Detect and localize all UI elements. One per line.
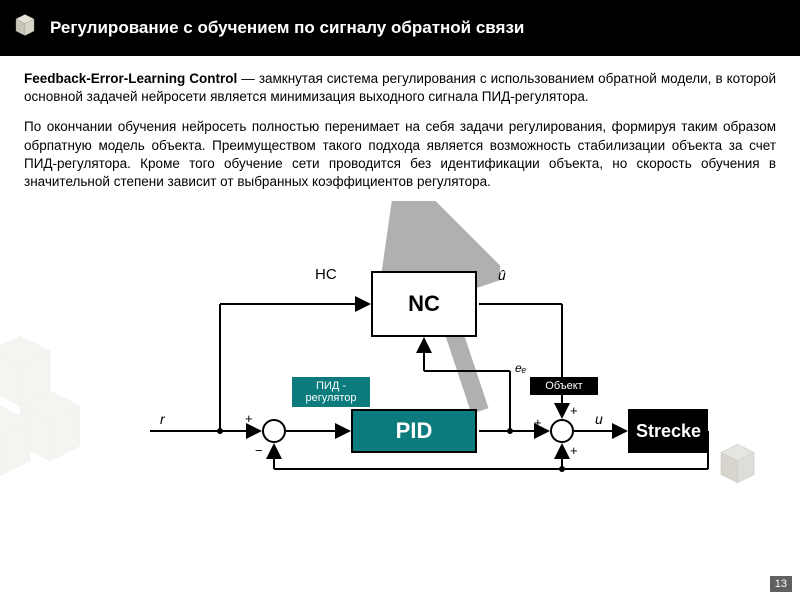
nc-overlay-label: НС (315, 266, 337, 283)
u-label: u (595, 411, 603, 427)
block-diagram: NC НС PID ПИД - регулятор Strecke Объект… (90, 211, 710, 481)
pid-block: PID (351, 409, 477, 453)
slide-header: Регулирование с обучением по сигналу обр… (0, 0, 800, 56)
sum1-plus: + (245, 411, 253, 426)
page-number: 13 (770, 576, 792, 592)
sum2-plus-top: + (570, 403, 578, 418)
sum2-plus-bottom: + (570, 443, 578, 458)
nc-block-label: NC (408, 291, 440, 317)
paragraph-1: Feedback-Error-Learning Control — замкну… (24, 70, 776, 106)
paragraph-2: По окончании обучения нейросеть полность… (24, 118, 776, 191)
sum1-minus: − (255, 443, 263, 458)
object-overlay-label: Объект (530, 377, 598, 395)
r-label: r (160, 411, 165, 427)
pid-overlay-label: ПИД - регулятор (292, 377, 370, 407)
content-area: Feedback-Error-Learning Control — замкну… (0, 56, 800, 491)
strecke-block-label: Strecke (636, 421, 701, 442)
lead-term: Feedback-Error-Learning Control (24, 71, 237, 86)
slide-title: Регулирование с обучением по сигналу обр… (50, 18, 524, 38)
watermark-cube-icon (710, 436, 765, 491)
ec-label: eₑ (515, 361, 526, 375)
logo-icon (10, 10, 40, 40)
strecke-block: Strecke (628, 409, 708, 453)
nc-block: NC (371, 271, 477, 337)
u-hat-label: û (498, 267, 506, 283)
sum2-plus-left: + (534, 415, 542, 430)
pid-block-label: PID (396, 418, 433, 444)
